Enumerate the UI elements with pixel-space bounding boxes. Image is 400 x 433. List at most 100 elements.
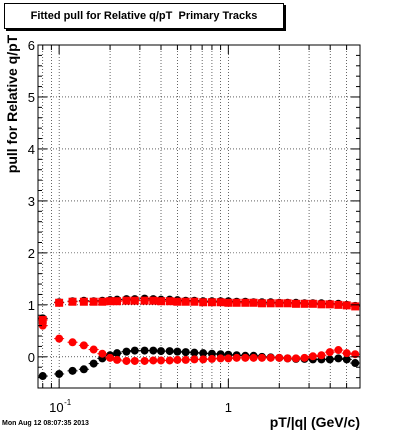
data-point — [342, 301, 351, 310]
data-point — [113, 297, 122, 306]
data-point — [308, 299, 317, 308]
data-point — [38, 321, 47, 330]
data-point — [173, 355, 182, 364]
data-point — [79, 341, 88, 350]
data-point — [317, 300, 326, 309]
y-tick-label: 3 — [28, 194, 35, 209]
data-point — [224, 298, 233, 307]
data-point — [325, 355, 334, 364]
data-point — [232, 298, 241, 307]
data-point — [165, 356, 174, 365]
plot-frame-bg — [38, 45, 360, 388]
data-point — [122, 347, 131, 356]
data-point — [291, 299, 300, 308]
plot-frame — [37, 44, 361, 389]
data-point — [317, 351, 326, 360]
data-point — [190, 355, 199, 364]
series-3 — [37, 321, 361, 365]
data-point — [68, 338, 77, 347]
y-tick-label: 2 — [28, 246, 35, 261]
data-point — [68, 366, 77, 375]
data-point — [207, 354, 216, 363]
y-tick-label: 4 — [28, 142, 35, 157]
data-point — [351, 350, 360, 359]
data-point — [283, 354, 292, 363]
data-point — [106, 297, 115, 306]
data-point — [257, 299, 266, 308]
y-tick-label: 1 — [28, 298, 35, 313]
data-point — [55, 369, 64, 378]
data-point — [325, 300, 334, 309]
data-point — [199, 355, 208, 364]
data-point — [68, 297, 77, 306]
series-2 — [37, 296, 361, 324]
data-point — [334, 346, 343, 355]
x-axis-label: pT/|q| (GeV/c) — [270, 414, 360, 430]
y-tick-label: 5 — [28, 90, 35, 105]
data-point — [291, 354, 300, 363]
data-point — [249, 353, 258, 362]
data-point — [98, 349, 107, 358]
data-point — [113, 355, 122, 364]
data-point — [149, 356, 158, 365]
data-point — [173, 347, 182, 356]
data-point — [181, 348, 190, 357]
timestamp: Mon Aug 12 08:07:35 2013 — [2, 420, 89, 427]
x-tick-label: 1 — [225, 400, 232, 415]
data-point — [165, 347, 174, 356]
data-point — [38, 372, 47, 381]
data-point — [232, 353, 241, 362]
y-tick-label: 6 — [28, 38, 35, 53]
data-point — [216, 298, 225, 307]
data-point — [300, 299, 309, 308]
data-point — [140, 346, 149, 355]
data-point — [122, 356, 131, 365]
data-point — [325, 348, 334, 357]
data-point — [257, 353, 266, 362]
data-point — [241, 298, 250, 307]
data-point — [275, 353, 284, 362]
y-tick-label: 0 — [28, 350, 35, 365]
data-point — [249, 298, 258, 307]
data-point — [241, 353, 250, 362]
chart-title: Fitted pull for Relative q/pT Primary Tr… — [4, 3, 284, 29]
data-point — [266, 299, 275, 308]
data-point — [351, 359, 360, 368]
data-point — [199, 298, 208, 307]
data-point — [334, 354, 343, 363]
x-tick-label-exponent: -1 — [64, 398, 72, 407]
y-axis-label: pull for Relative q/pT — [4, 34, 20, 173]
data-point — [199, 349, 208, 358]
data-point — [89, 359, 98, 368]
data-point — [181, 297, 190, 306]
series-layer — [37, 294, 361, 381]
data-point — [55, 334, 64, 343]
data-point — [130, 346, 139, 355]
data-point — [89, 297, 98, 306]
data-point — [342, 355, 351, 364]
axes: 0 1 2 3 4 5 6 10 -1 1 — [28, 38, 361, 415]
data-point — [149, 346, 158, 355]
data-point — [173, 297, 182, 306]
data-point — [300, 353, 309, 362]
x-tick-label: 10 — [49, 400, 63, 415]
data-point — [275, 299, 284, 308]
data-point — [351, 302, 360, 311]
data-point — [79, 365, 88, 374]
data-point — [140, 356, 149, 365]
data-point — [190, 348, 199, 357]
data-point — [342, 349, 351, 358]
data-point — [190, 297, 199, 306]
data-point — [157, 297, 166, 306]
data-point — [216, 354, 225, 363]
data-point — [98, 297, 107, 306]
data-point — [308, 352, 317, 361]
data-point — [207, 298, 216, 307]
data-point — [283, 299, 292, 308]
data-point — [79, 297, 88, 306]
data-point — [55, 298, 64, 307]
data-point — [130, 296, 139, 305]
data-point — [181, 355, 190, 364]
data-point — [122, 296, 131, 305]
